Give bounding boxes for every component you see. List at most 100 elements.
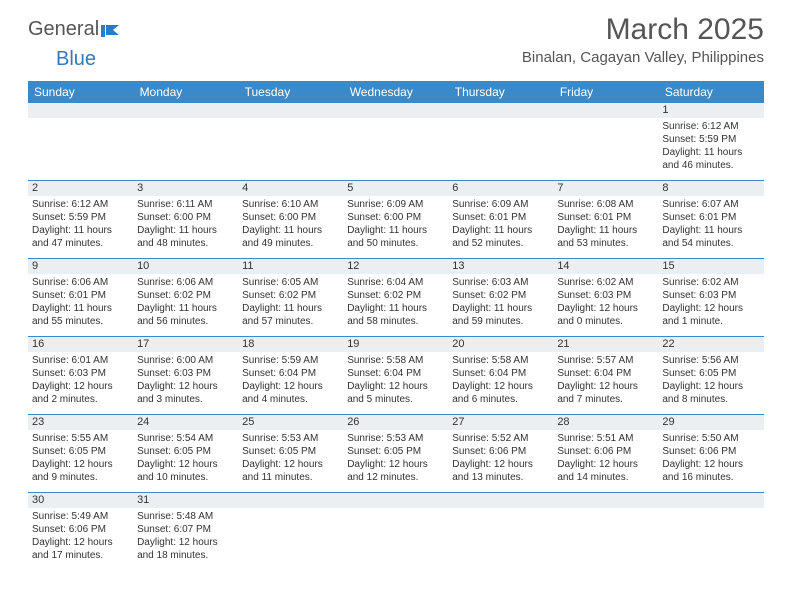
calendar-cell — [238, 493, 343, 571]
calendar-cell: 28Sunrise: 5:51 AMSunset: 6:06 PMDayligh… — [553, 415, 658, 493]
day-details: Sunrise: 6:10 AMSunset: 6:00 PMDaylight:… — [238, 196, 343, 252]
calendar-table: Sunday Monday Tuesday Wednesday Thursday… — [28, 81, 764, 571]
daylight-text: Daylight: 11 hours and 52 minutes. — [452, 224, 549, 250]
logo: General — [28, 14, 121, 41]
sunset-text: Sunset: 5:59 PM — [32, 211, 129, 224]
calendar-cell: 31Sunrise: 5:48 AMSunset: 6:07 PMDayligh… — [133, 493, 238, 571]
calendar-week-row: 16Sunrise: 6:01 AMSunset: 6:03 PMDayligh… — [28, 337, 764, 415]
sunrise-text: Sunrise: 5:54 AM — [137, 432, 234, 445]
sunrise-text: Sunrise: 5:58 AM — [452, 354, 549, 367]
day-number: 26 — [343, 415, 448, 430]
sunset-text: Sunset: 6:02 PM — [242, 289, 339, 302]
day-details: Sunrise: 5:52 AMSunset: 6:06 PMDaylight:… — [448, 430, 553, 486]
sunrise-text: Sunrise: 6:09 AM — [452, 198, 549, 211]
sunrise-text: Sunrise: 6:00 AM — [137, 354, 234, 367]
day-details: Sunrise: 5:49 AMSunset: 6:06 PMDaylight:… — [28, 508, 133, 564]
calendar-cell: 6Sunrise: 6:09 AMSunset: 6:01 PMDaylight… — [448, 181, 553, 259]
calendar-cell: 12Sunrise: 6:04 AMSunset: 6:02 PMDayligh… — [343, 259, 448, 337]
daylight-text: Daylight: 12 hours and 8 minutes. — [662, 380, 759, 406]
sunrise-text: Sunrise: 6:12 AM — [662, 120, 759, 133]
logo-flag-icon — [101, 23, 121, 37]
sunrise-text: Sunrise: 6:05 AM — [242, 276, 339, 289]
day-details: Sunrise: 5:57 AMSunset: 6:04 PMDaylight:… — [553, 352, 658, 408]
daylight-text: Daylight: 12 hours and 17 minutes. — [32, 536, 129, 562]
day-number: 21 — [553, 337, 658, 352]
sunset-text: Sunset: 6:02 PM — [137, 289, 234, 302]
day-number: 19 — [343, 337, 448, 352]
calendar-cell — [553, 493, 658, 571]
sunset-text: Sunset: 6:05 PM — [242, 445, 339, 458]
sunset-text: Sunset: 6:06 PM — [557, 445, 654, 458]
daylight-text: Daylight: 12 hours and 13 minutes. — [452, 458, 549, 484]
sunset-text: Sunset: 6:05 PM — [137, 445, 234, 458]
day-details: Sunrise: 6:07 AMSunset: 6:01 PMDaylight:… — [658, 196, 763, 252]
sunset-text: Sunset: 6:03 PM — [557, 289, 654, 302]
day-number: 28 — [553, 415, 658, 430]
sunset-text: Sunset: 6:02 PM — [347, 289, 444, 302]
sunset-text: Sunset: 6:06 PM — [662, 445, 759, 458]
sunset-text: Sunset: 6:04 PM — [452, 367, 549, 380]
day-details: Sunrise: 6:06 AMSunset: 6:02 PMDaylight:… — [133, 274, 238, 330]
daylight-text: Daylight: 12 hours and 18 minutes. — [137, 536, 234, 562]
day-number: 24 — [133, 415, 238, 430]
daylight-text: Daylight: 11 hours and 46 minutes. — [662, 146, 759, 172]
calendar-cell: 8Sunrise: 6:07 AMSunset: 6:01 PMDaylight… — [658, 181, 763, 259]
calendar-cell: 15Sunrise: 6:02 AMSunset: 6:03 PMDayligh… — [658, 259, 763, 337]
daylight-text: Daylight: 12 hours and 14 minutes. — [557, 458, 654, 484]
day-number: 6 — [448, 181, 553, 196]
day-details: Sunrise: 6:04 AMSunset: 6:02 PMDaylight:… — [343, 274, 448, 330]
calendar-week-row: 1Sunrise: 6:12 AMSunset: 5:59 PMDaylight… — [28, 103, 764, 181]
day-number — [133, 103, 238, 118]
day-details: Sunrise: 6:12 AMSunset: 5:59 PMDaylight:… — [658, 118, 763, 174]
day-number: 18 — [238, 337, 343, 352]
day-number: 25 — [238, 415, 343, 430]
day-details: Sunrise: 5:58 AMSunset: 6:04 PMDaylight:… — [343, 352, 448, 408]
logo-text-general: General — [28, 18, 99, 41]
calendar-cell: 16Sunrise: 6:01 AMSunset: 6:03 PMDayligh… — [28, 337, 133, 415]
day-details: Sunrise: 5:51 AMSunset: 6:06 PMDaylight:… — [553, 430, 658, 486]
day-number: 22 — [658, 337, 763, 352]
calendar-cell: 19Sunrise: 5:58 AMSunset: 6:04 PMDayligh… — [343, 337, 448, 415]
calendar-cell: 17Sunrise: 6:00 AMSunset: 6:03 PMDayligh… — [133, 337, 238, 415]
sunrise-text: Sunrise: 5:57 AM — [557, 354, 654, 367]
daylight-text: Daylight: 12 hours and 0 minutes. — [557, 302, 654, 328]
sunrise-text: Sunrise: 5:49 AM — [32, 510, 129, 523]
sunrise-text: Sunrise: 5:59 AM — [242, 354, 339, 367]
daylight-text: Daylight: 11 hours and 56 minutes. — [137, 302, 234, 328]
sunset-text: Sunset: 6:04 PM — [557, 367, 654, 380]
calendar-cell — [238, 103, 343, 181]
sunset-text: Sunset: 6:06 PM — [452, 445, 549, 458]
daylight-text: Daylight: 12 hours and 9 minutes. — [32, 458, 129, 484]
calendar-cell: 21Sunrise: 5:57 AMSunset: 6:04 PMDayligh… — [553, 337, 658, 415]
calendar-cell: 18Sunrise: 5:59 AMSunset: 6:04 PMDayligh… — [238, 337, 343, 415]
weekday-header: Monday — [133, 81, 238, 103]
day-number: 31 — [133, 493, 238, 508]
day-number: 27 — [448, 415, 553, 430]
day-details: Sunrise: 5:55 AMSunset: 6:05 PMDaylight:… — [28, 430, 133, 486]
calendar-cell — [28, 103, 133, 181]
day-details: Sunrise: 6:11 AMSunset: 6:00 PMDaylight:… — [133, 196, 238, 252]
calendar-cell: 7Sunrise: 6:08 AMSunset: 6:01 PMDaylight… — [553, 181, 658, 259]
day-details: Sunrise: 6:09 AMSunset: 6:00 PMDaylight:… — [343, 196, 448, 252]
calendar-cell — [448, 493, 553, 571]
day-details: Sunrise: 5:53 AMSunset: 6:05 PMDaylight:… — [343, 430, 448, 486]
calendar-cell: 11Sunrise: 6:05 AMSunset: 6:02 PMDayligh… — [238, 259, 343, 337]
day-number: 5 — [343, 181, 448, 196]
day-number: 10 — [133, 259, 238, 274]
sunrise-text: Sunrise: 5:50 AM — [662, 432, 759, 445]
day-number: 4 — [238, 181, 343, 196]
sunset-text: Sunset: 6:05 PM — [32, 445, 129, 458]
daylight-text: Daylight: 12 hours and 3 minutes. — [137, 380, 234, 406]
weekday-header: Saturday — [658, 81, 763, 103]
sunset-text: Sunset: 6:03 PM — [32, 367, 129, 380]
sunrise-text: Sunrise: 5:51 AM — [557, 432, 654, 445]
logo-text-blue: Blue — [56, 48, 96, 71]
sunset-text: Sunset: 6:01 PM — [662, 211, 759, 224]
day-number: 11 — [238, 259, 343, 274]
daylight-text: Daylight: 11 hours and 49 minutes. — [242, 224, 339, 250]
day-number: 20 — [448, 337, 553, 352]
sunrise-text: Sunrise: 6:06 AM — [137, 276, 234, 289]
sunrise-text: Sunrise: 5:52 AM — [452, 432, 549, 445]
sunrise-text: Sunrise: 6:01 AM — [32, 354, 129, 367]
day-details: Sunrise: 6:02 AMSunset: 6:03 PMDaylight:… — [553, 274, 658, 330]
